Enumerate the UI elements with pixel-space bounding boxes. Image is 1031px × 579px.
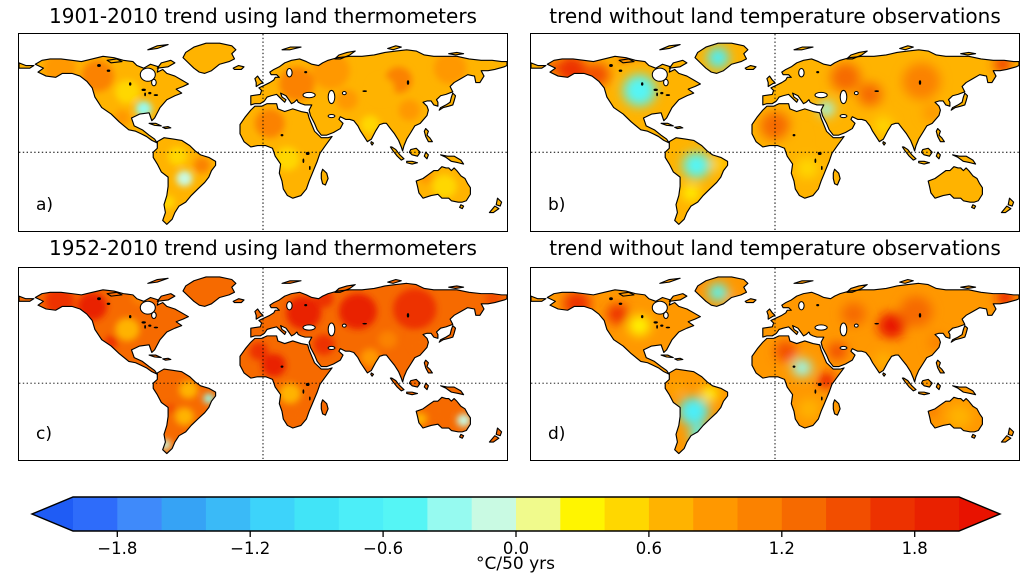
map-panel-d [530,267,1020,461]
map-canvas-c [19,268,507,460]
svg-text:0.6: 0.6 [636,539,662,558]
colorbar-segments [73,497,960,531]
panel-title-a: 1901-2010 trend using land thermometers [49,4,477,28]
colorbar-outline [30,496,1002,532]
panel-title-b: trend without land temperature observati… [549,4,1001,28]
panel-title-d: trend without land temperature observati… [549,236,1001,260]
lakes [609,64,922,171]
panel-title-c: 1952-2010 trend using land thermometers [49,236,477,260]
inland-seas [651,300,859,351]
map-panel-c [18,267,508,461]
svg-text:1.2: 1.2 [769,539,795,558]
map-canvas-d [531,268,1019,460]
svg-text:0.0: 0.0 [503,539,529,558]
lakes [97,64,410,171]
panel-letter-b: b) [548,195,566,215]
coastlines [531,42,1019,225]
inland-seas [651,67,859,119]
svg-text:−1.2: −1.2 [230,539,270,558]
inland-seas [139,300,347,351]
coastlines [19,276,507,455]
map-panel-b [530,33,1020,232]
map-canvas-b [531,34,1019,231]
colorbar-under-arrow [32,497,73,531]
lakes [97,297,410,401]
colorbar-unit-label: °C/50 yrs [475,554,556,574]
coastlines [19,42,507,225]
panel-letter-d: d) [548,424,566,444]
svg-text:−1.8: −1.8 [97,539,137,558]
panel-letter-c: c) [36,424,52,444]
inland-seas [139,67,347,119]
colorbar-tick-labels: −1.8 −1.2 −0.6 0.0 0.6 1.2 1.8 [97,539,928,558]
colorbar-svg: −1.8 −1.2 −0.6 0.0 0.6 1.2 1.8 [30,496,1002,558]
svg-text:−0.6: −0.6 [363,539,403,558]
colorbar-ticks [116,531,916,537]
map-canvas-a [19,34,507,231]
colorbar: −1.8 −1.2 −0.6 0.0 0.6 1.2 1.8 [0,492,1031,579]
svg-text:1.8: 1.8 [902,539,928,558]
coastlines [531,276,1019,455]
map-panel-a [18,33,508,232]
panel-letter-a: a) [36,195,54,215]
colorbar-over-arrow [959,497,1000,531]
